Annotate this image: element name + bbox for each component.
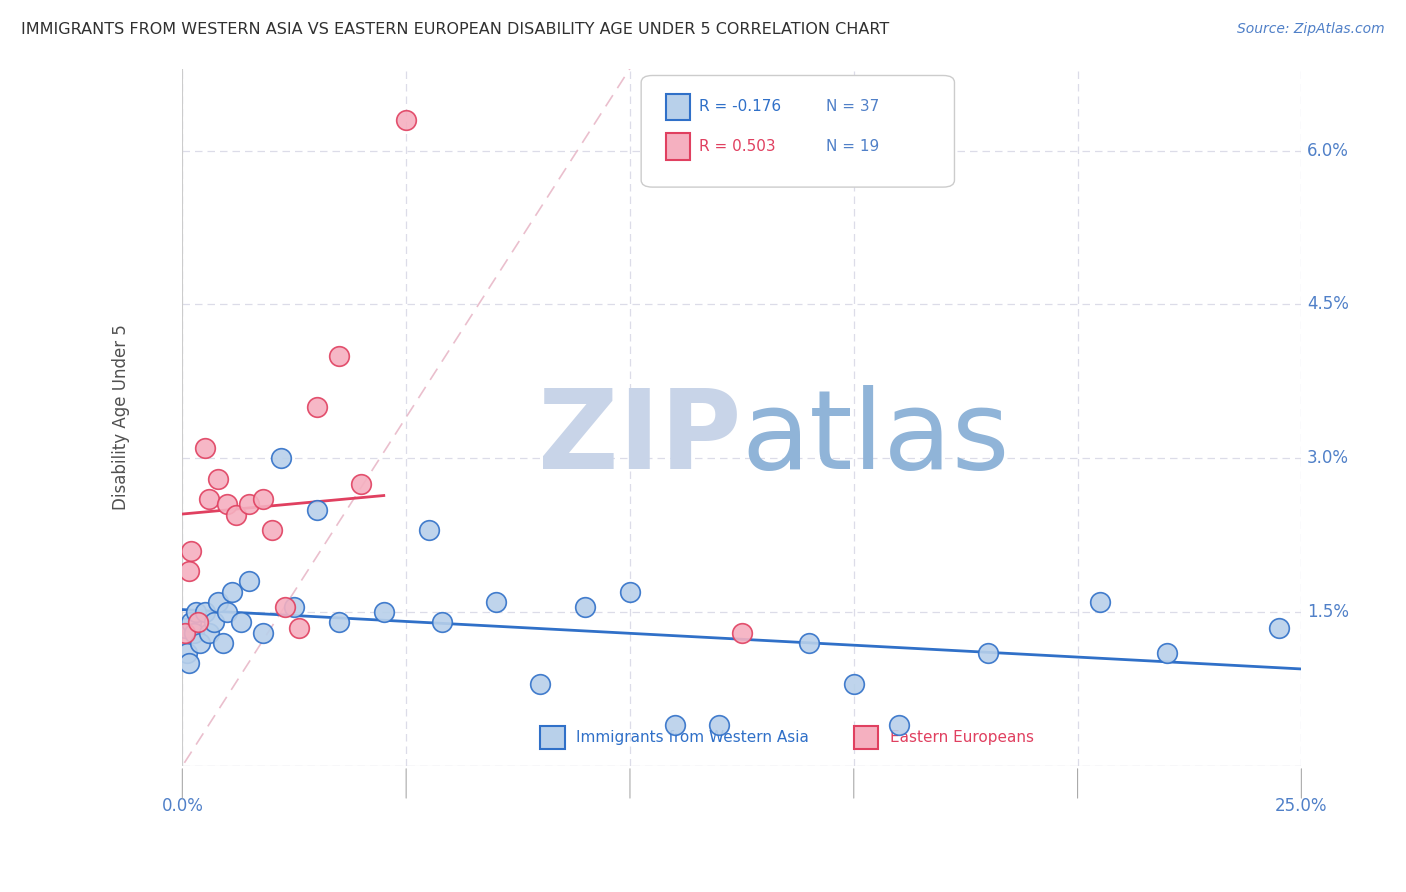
Point xyxy=(198,625,221,640)
Point xyxy=(270,451,292,466)
Point xyxy=(797,636,820,650)
Point xyxy=(274,600,297,615)
Point xyxy=(211,636,233,650)
Point xyxy=(187,615,209,630)
Text: atlas: atlas xyxy=(742,384,1011,491)
Point xyxy=(177,657,200,671)
Text: IMMIGRANTS FROM WESTERN ASIA VS EASTERN EUROPEAN DISABILITY AGE UNDER 5 CORRELAT: IMMIGRANTS FROM WESTERN ASIA VS EASTERN … xyxy=(21,22,890,37)
Point xyxy=(180,615,202,630)
Point xyxy=(238,498,260,512)
FancyBboxPatch shape xyxy=(666,134,690,160)
Point xyxy=(238,574,260,589)
Point xyxy=(177,564,200,578)
Text: 3.0%: 3.0% xyxy=(1308,450,1348,467)
FancyBboxPatch shape xyxy=(641,76,955,187)
Point xyxy=(283,600,305,615)
Point xyxy=(485,595,508,609)
Point xyxy=(173,621,195,635)
Point xyxy=(194,441,217,455)
Point xyxy=(229,615,252,630)
Point xyxy=(977,646,1000,660)
Point xyxy=(1088,595,1111,609)
Point xyxy=(574,600,596,615)
Point xyxy=(529,677,551,691)
Text: ZIP: ZIP xyxy=(538,384,742,491)
Text: Disability Age Under 5: Disability Age Under 5 xyxy=(112,325,129,510)
Point xyxy=(373,605,395,619)
Point xyxy=(328,349,350,363)
Point xyxy=(176,646,198,660)
Point xyxy=(252,625,274,640)
Text: R = -0.176: R = -0.176 xyxy=(699,99,782,114)
Point xyxy=(188,636,211,650)
Point xyxy=(183,625,205,640)
Point xyxy=(430,615,453,630)
Point xyxy=(328,615,350,630)
Point xyxy=(207,595,229,609)
Point xyxy=(221,584,243,599)
Text: Immigrants from Western Asia: Immigrants from Western Asia xyxy=(576,730,808,745)
Point xyxy=(194,605,217,619)
Text: 0.0%: 0.0% xyxy=(162,797,204,814)
Point xyxy=(207,472,229,486)
Text: N = 37: N = 37 xyxy=(825,99,879,114)
Text: 25.0%: 25.0% xyxy=(1275,797,1327,814)
Text: Eastern Europeans: Eastern Europeans xyxy=(890,730,1033,745)
Point xyxy=(709,718,731,732)
Point xyxy=(173,625,195,640)
Point xyxy=(260,523,283,537)
Point xyxy=(395,112,418,127)
Point xyxy=(217,498,239,512)
Point xyxy=(287,621,309,635)
Point xyxy=(202,615,225,630)
FancyBboxPatch shape xyxy=(666,94,690,120)
Text: 4.5%: 4.5% xyxy=(1308,295,1348,313)
Text: Source: ZipAtlas.com: Source: ZipAtlas.com xyxy=(1237,22,1385,37)
Point xyxy=(418,523,440,537)
Text: 6.0%: 6.0% xyxy=(1308,142,1348,160)
Text: R = 0.503: R = 0.503 xyxy=(699,139,776,154)
Point xyxy=(184,605,207,619)
Point xyxy=(887,718,910,732)
Point xyxy=(305,502,328,516)
Point xyxy=(619,584,641,599)
Point xyxy=(664,718,686,732)
Point xyxy=(217,605,239,619)
Point xyxy=(198,492,221,507)
FancyBboxPatch shape xyxy=(853,726,879,748)
Point xyxy=(842,677,865,691)
Point xyxy=(252,492,274,507)
Point xyxy=(180,543,202,558)
Text: N = 19: N = 19 xyxy=(825,139,879,154)
FancyBboxPatch shape xyxy=(540,726,565,748)
Point xyxy=(305,400,328,414)
Text: 1.5%: 1.5% xyxy=(1308,603,1348,621)
Point xyxy=(225,508,247,522)
Point xyxy=(731,625,754,640)
Point xyxy=(1268,621,1291,635)
Point xyxy=(350,477,373,491)
Point xyxy=(1156,646,1178,660)
